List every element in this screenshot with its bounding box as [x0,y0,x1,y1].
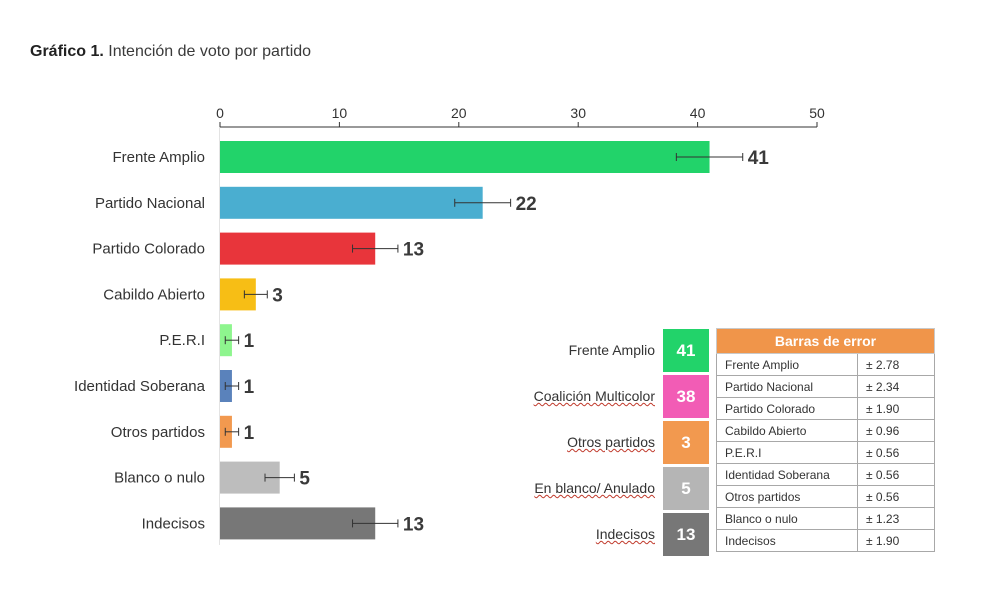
summary-label-text: Coalición Multicolor [533,388,655,404]
category-label: P.E.R.I [159,332,205,349]
data-label: 1 [244,423,255,444]
party-cell: P.E.R.I [716,441,858,464]
chart-title: Gráfico 1. Intención de voto por partido [30,43,311,61]
chart-title-bold: Gráfico 1. [30,43,104,60]
category-label: Indecisos [142,515,205,532]
error-cell: ± 2.78 [857,353,935,376]
category-label: Otros partidos [111,424,205,441]
table-row: P.E.R.I ± 0.56 [716,441,935,464]
summary-row: Indecisos 13 [0,513,710,556]
summary-label-text: Indecisos [595,526,655,542]
error-cell: ± 0.56 [857,463,935,486]
summary-value: 3 [663,421,709,464]
x-tick-label: 40 [690,105,706,121]
summary-label: En blanco/ Anulado [455,467,655,510]
summary-value: 5 [663,467,709,510]
party-cell: Identidad Soberana [716,463,858,486]
table-row: Partido Nacional ± 2.34 [716,375,935,398]
summary-row: En blanco/ Anulado 5 [0,467,710,510]
party-cell: Indecisos [716,529,858,552]
data-label: 41 [748,148,770,169]
category-label: Partido Nacional [95,195,205,212]
category-label: Partido Colorado [92,241,205,258]
summary-label: Otros partidos [455,421,655,464]
x-tick-label: 0 [216,105,224,121]
party-cell: Blanco o nulo [716,507,858,530]
table-row: Frente Amplio ± 2.78 [716,353,935,376]
error-cell: ± 1.23 [857,507,935,530]
summary-value: 41 [663,329,709,372]
bar [220,141,710,173]
table-row: Blanco o nulo ± 1.23 [716,507,935,530]
error-cell: ± 2.34 [857,375,935,398]
x-tick-label: 10 [332,105,348,121]
summary-label-text: En blanco/ Anulado [534,480,655,496]
category-label: Cabildo Abierto [103,286,205,303]
error-cell: ± 1.90 [857,397,935,420]
chart-title-text: Intención de voto por partido [103,43,312,60]
party-cell: Frente Amplio [716,353,858,376]
summary-value: 38 [663,375,709,418]
bar [220,232,376,265]
error-cell: ± 0.56 [857,485,935,508]
data-label: 3 [272,285,283,306]
x-tick-label: 20 [451,105,467,121]
bar [220,186,483,219]
party-cell: Cabildo Abierto [716,419,858,442]
data-label: 5 [299,469,310,490]
category-label: Identidad Soberana [74,378,206,395]
summary-label-text: Otros partidos [567,434,655,450]
party-cell: Partido Colorado [716,397,858,420]
data-label: 1 [244,331,255,352]
summary-label: Indecisos [455,513,655,556]
data-label: 22 [516,194,537,215]
error-table-header: Barras de error [716,328,935,354]
x-tick-label: 50 [809,105,825,121]
summary-value: 13 [663,513,709,556]
error-bars-table: Barras de error Frente Amplio ± 2.78 Part… [716,328,935,552]
summary-row: Coalición Multicolor 38 [0,375,710,418]
table-row: Otros partidos ± 0.56 [716,485,935,508]
data-label: 1 [244,377,255,398]
data-label: 13 [403,240,424,261]
party-cell: Partido Nacional [716,375,858,398]
table-row: Identidad Soberana ± 0.56 [716,463,935,486]
category-label: Frente Amplio [112,149,205,166]
bar [220,507,376,540]
x-tick-label: 30 [570,105,586,121]
error-cell: ± 0.56 [857,441,935,464]
table-row: Partido Colorado ± 1.90 [716,397,935,420]
summary-label: Frente Amplio [568,342,655,358]
table-row: Cabildo Abierto ± 0.96 [716,419,935,442]
summary-row: Frente Amplio 41 [0,329,710,372]
party-cell: Otros partidos [716,485,858,508]
summary-row: Otros partidos 3 [0,421,710,464]
data-label: 13 [403,514,424,535]
summary-label: Coalición Multicolor [455,375,655,418]
category-label: Blanco o nulo [114,470,205,487]
error-cell: ± 1.90 [857,529,935,552]
table-row: Indecisos ± 1.90 [716,529,935,552]
error-cell: ± 0.96 [857,419,935,442]
